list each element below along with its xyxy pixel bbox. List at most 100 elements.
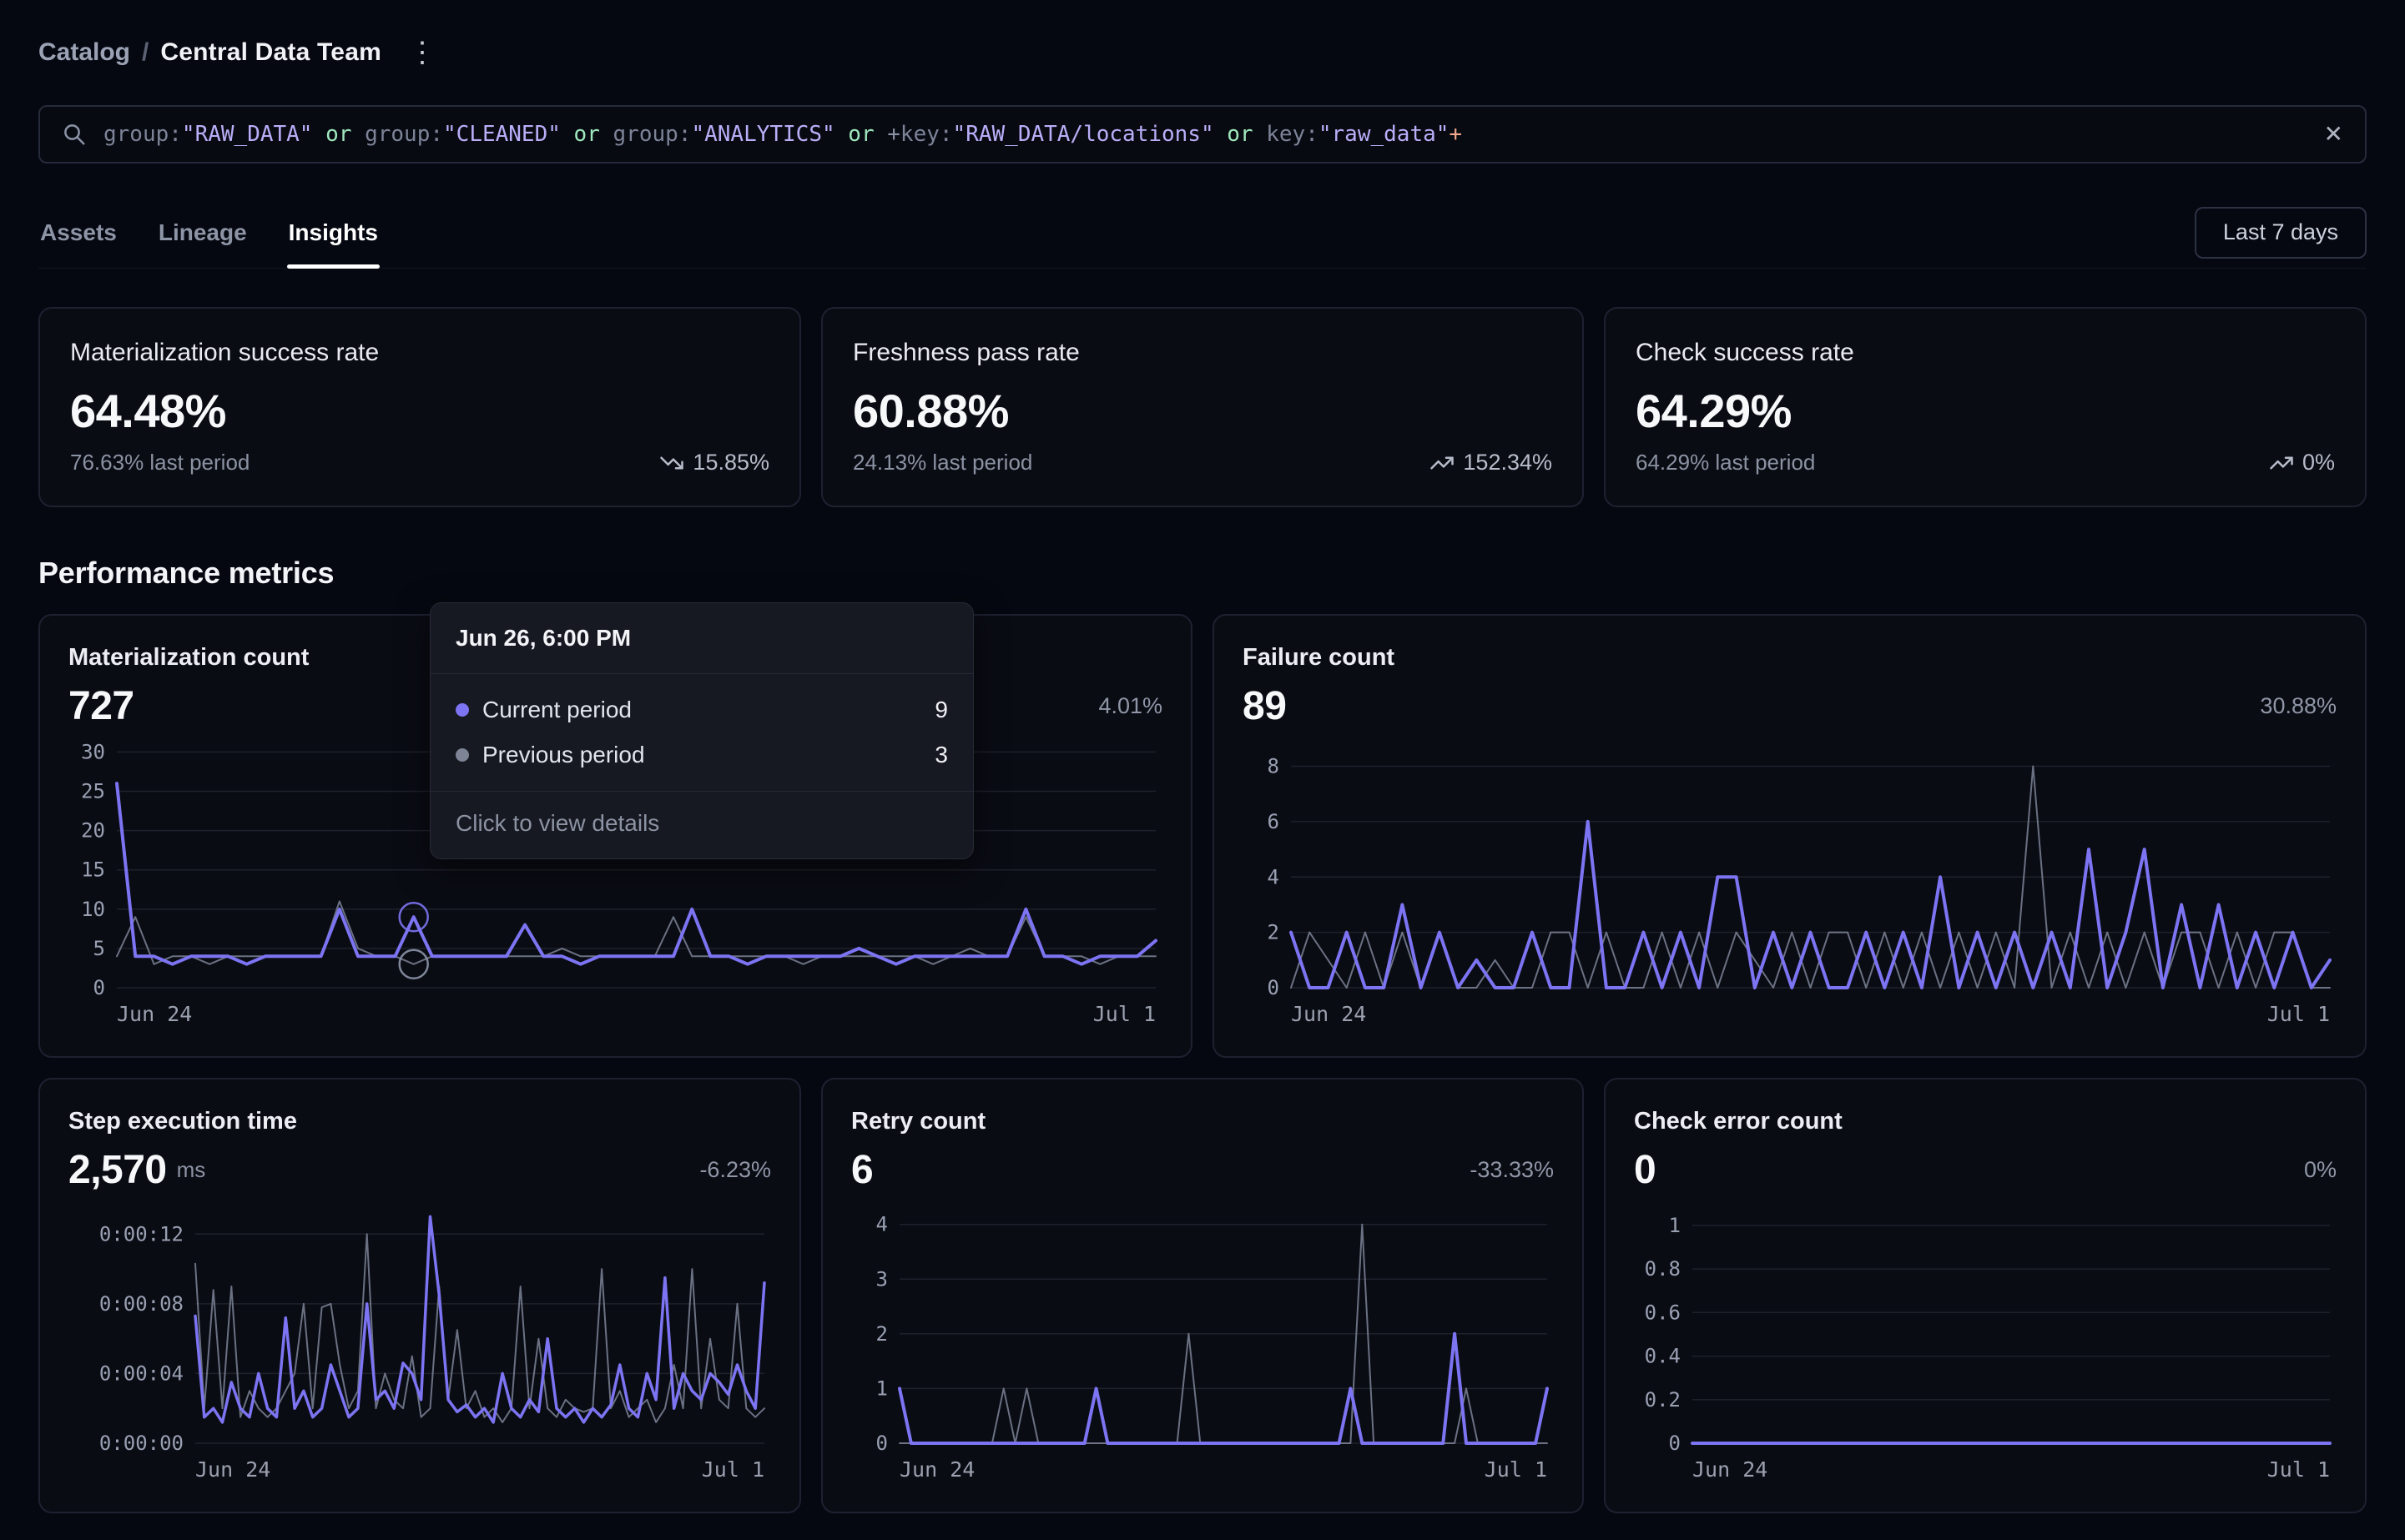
svg-text:2: 2 <box>876 1322 888 1346</box>
retry-count-card[interactable]: Retry count 6 -33.33% 4 3 2 1 0 Jun 24 Jul 1 <box>821 1078 1584 1513</box>
page-title: Central Data Team <box>160 38 381 66</box>
chart-delta: 0% <box>2303 1157 2337 1182</box>
check-error-count-chart[interactable]: 1 0.8 0.6 0.4 0.2 0 Jun 24 Jul 1 <box>1634 1201 2337 1483</box>
kpi-delta-value: 152.34% <box>1463 450 1552 475</box>
svg-text:3: 3 <box>876 1267 888 1291</box>
svg-text:0: 0 <box>1669 1432 1681 1455</box>
failure-count-card[interactable]: Failure count 89 30.88% 8 6 4 2 0 Jun 24 Jul 1 <box>1213 614 2367 1058</box>
chart-title: Check error count <box>1634 1108 1843 1135</box>
section-title-performance-metrics: Performance metrics <box>38 556 335 590</box>
tooltip-hint: Click to view details <box>431 791 973 858</box>
trend-down-icon <box>660 456 684 469</box>
chart-value: 6 <box>851 1148 874 1192</box>
retry-count-chart[interactable]: 4 3 2 1 0 Jun 24 Jul 1 <box>851 1201 1554 1483</box>
chart-delta: -6.23% <box>699 1157 771 1182</box>
svg-text:0:00:00: 0:00:00 <box>99 1432 184 1455</box>
breadcrumb-catalog-link[interactable]: Catalog <box>38 38 131 66</box>
kpi-delta-value: 0% <box>2302 450 2335 475</box>
more-menu-icon[interactable]: ⋮ <box>401 35 443 70</box>
svg-text:Jun 24: Jun 24 <box>195 1457 270 1482</box>
svg-text:0:00:04: 0:00:04 <box>99 1361 184 1385</box>
svg-text:0: 0 <box>93 976 105 999</box>
kpi-last-period: 76.63% last period <box>70 450 250 475</box>
svg-text:15: 15 <box>81 858 105 882</box>
svg-text:0:00:12: 0:00:12 <box>99 1222 184 1246</box>
chart-value: 0 <box>1634 1148 1656 1192</box>
chart-delta: 30.88% <box>2260 693 2337 718</box>
svg-text:Jun 24: Jun 24 <box>1291 1002 1366 1026</box>
svg-text:10: 10 <box>81 898 105 921</box>
tooltip-row-current: Current period 9 <box>456 687 948 732</box>
svg-text:Jul 1: Jul 1 <box>1093 1002 1156 1026</box>
svg-text:1: 1 <box>876 1376 888 1400</box>
svg-text:Jul 1: Jul 1 <box>2267 1002 2330 1026</box>
kpi-card-materialization-success-rate: Materialization success rate 64.48% 76.6… <box>38 307 801 507</box>
chart-delta: 4.01% <box>1098 693 1162 718</box>
chart-title: Step execution time <box>68 1108 297 1135</box>
breadcrumb-separator: / <box>142 38 149 66</box>
svg-text:0.2: 0.2 <box>1645 1388 1681 1412</box>
kpi-row: Materialization success rate 64.48% 76.6… <box>38 307 2367 507</box>
trend-up-icon <box>1430 456 1455 469</box>
tab-bar: Assets Lineage Insights Last 7 days <box>38 197 2367 269</box>
svg-text:25: 25 <box>81 780 105 803</box>
chart-delta: -33.33% <box>1470 1157 1554 1182</box>
step-execution-time-card[interactable]: Step execution time 2,570 ms -6.23% 0:00… <box>38 1078 801 1513</box>
failure-count-chart[interactable]: 8 6 4 2 0 Jun 24 Jul 1 <box>1243 737 2337 1028</box>
tab-insights[interactable]: Insights <box>286 197 381 269</box>
svg-text:6: 6 <box>1268 810 1279 833</box>
svg-text:1: 1 <box>1669 1214 1681 1237</box>
svg-text:20: 20 <box>81 819 105 843</box>
kpi-value: 64.48% <box>70 385 226 437</box>
svg-text:5: 5 <box>93 937 105 960</box>
kpi-title: Check success rate <box>1636 339 1854 366</box>
svg-text:8: 8 <box>1268 755 1279 778</box>
svg-text:0.6: 0.6 <box>1645 1301 1681 1324</box>
kpi-value: 60.88% <box>853 385 1009 437</box>
kpi-card-check-success-rate: Check success rate 64.29% 64.29% last pe… <box>1604 307 2367 507</box>
check-error-count-card[interactable]: Check error count 0 0% 1 0.8 0.6 0.4 0.2 0 Jun… <box>1604 1078 2367 1513</box>
search-icon <box>64 124 85 145</box>
tab-lineage[interactable]: Lineage <box>157 197 249 268</box>
breadcrumb: Catalog / Central Data Team ⋮ <box>38 33 2367 72</box>
chart-tooltip: Jun 26, 6:00 PM Current period 9 Previou… <box>430 602 974 859</box>
current-period-dot-icon <box>456 703 469 717</box>
kpi-delta-value: 15.85% <box>693 450 769 475</box>
chart-value: 727 <box>68 684 134 728</box>
svg-text:0: 0 <box>876 1432 888 1455</box>
step-execution-time-chart[interactable]: 0:00:12 0:00:08 0:00:04 0:00:00 Jun 24 Jul 1 <box>68 1201 771 1483</box>
svg-text:30: 30 <box>81 740 105 763</box>
tooltip-timestamp: Jun 26, 6:00 PM <box>431 603 973 674</box>
svg-text:0:00:08: 0:00:08 <box>99 1292 184 1316</box>
time-range-button[interactable]: Last 7 days <box>2194 206 2367 259</box>
performance-row-1: Materialization count 727 4.01% 30 25 20 15… <box>38 614 2367 1058</box>
svg-text:0.8: 0.8 <box>1645 1257 1681 1281</box>
asset-search-bar[interactable]: group:"RAW_DATA" or group:"CLEANED" or g… <box>38 105 2367 164</box>
chart-unit: ms <box>176 1157 206 1182</box>
chart-value: 89 <box>1243 684 1287 728</box>
performance-row-2: Step execution time 2,570 ms -6.23% 0:00… <box>38 1078 2367 1513</box>
search-query-input[interactable]: group:"RAW_DATA" or group:"CLEANED" or g… <box>103 122 1463 147</box>
kpi-card-freshness-pass-rate: Freshness pass rate 60.88% 24.13% last p… <box>821 307 1584 507</box>
previous-period-dot-icon <box>456 748 469 762</box>
trend-up-icon <box>2270 456 2293 469</box>
svg-text:Jun 24: Jun 24 <box>117 1002 192 1026</box>
svg-text:Jun 24: Jun 24 <box>1692 1457 1767 1482</box>
svg-text:Jul 1: Jul 1 <box>2267 1457 2330 1482</box>
svg-text:Jul 1: Jul 1 <box>1485 1457 1547 1482</box>
svg-text:Jul 1: Jul 1 <box>702 1457 764 1482</box>
kpi-title: Freshness pass rate <box>853 339 1080 366</box>
chart-title: Retry count <box>851 1108 986 1135</box>
clear-search-icon[interactable]: ✕ <box>2323 121 2343 147</box>
svg-text:4: 4 <box>1268 865 1279 888</box>
chart-title: Failure count <box>1243 644 1395 671</box>
svg-text:4: 4 <box>876 1213 888 1236</box>
svg-text:Jun 24: Jun 24 <box>900 1457 975 1482</box>
kpi-title: Materialization success rate <box>70 339 380 366</box>
tab-assets[interactable]: Assets <box>38 197 118 268</box>
kpi-value: 64.29% <box>1636 385 1792 437</box>
kpi-last-period: 24.13% last period <box>853 450 1033 475</box>
kpi-last-period: 64.29% last period <box>1636 450 1816 475</box>
svg-text:0: 0 <box>1268 976 1279 999</box>
